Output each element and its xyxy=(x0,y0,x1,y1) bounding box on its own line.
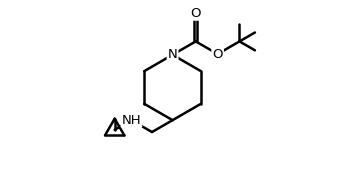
Text: O: O xyxy=(190,7,201,20)
Text: N: N xyxy=(168,48,177,61)
Text: O: O xyxy=(212,47,223,61)
Text: NH: NH xyxy=(122,114,141,127)
